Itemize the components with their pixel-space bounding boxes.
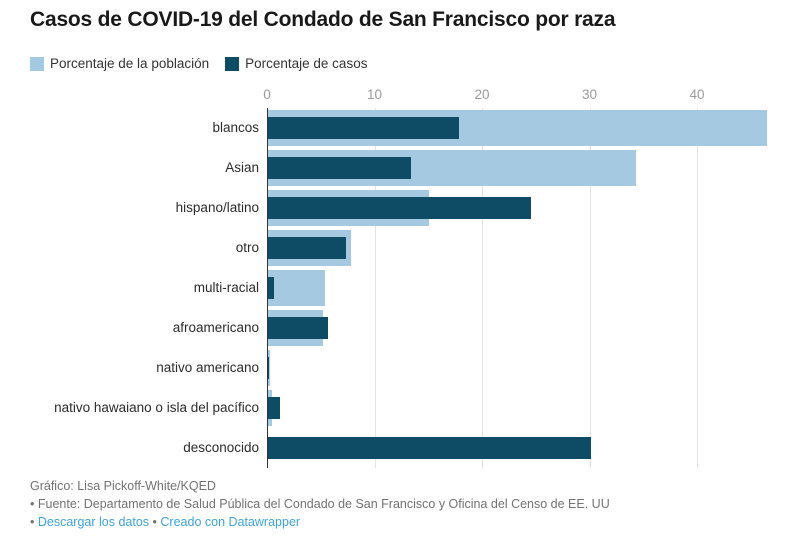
cases-bar[interactable] xyxy=(268,317,329,339)
x-axis-tick-labels: 0 10 20 30 40 xyxy=(263,87,797,103)
bar-row: Asian xyxy=(0,148,802,188)
cases-bar[interactable] xyxy=(268,357,270,379)
footer: Gráfico: Lisa Pickoff-White/KQED • Fuent… xyxy=(30,477,610,531)
bar-row: nativo americano xyxy=(0,348,802,388)
footer-links: • Descargar los datos • Creado con Dataw… xyxy=(30,513,610,531)
gridline xyxy=(374,108,376,468)
cases-bar[interactable] xyxy=(268,277,275,299)
download-data-link[interactable]: Descargar los datos xyxy=(37,515,150,529)
legend-label-cases: Porcentaje de casos xyxy=(245,56,368,71)
cases-bar[interactable] xyxy=(268,237,347,259)
source-text: Fuente: Departamento de Salud Pública de… xyxy=(37,497,610,511)
cases-bar[interactable] xyxy=(268,117,460,139)
category-label: otro xyxy=(235,240,259,255)
cases-bar[interactable] xyxy=(268,157,411,179)
x-tick-label: 20 xyxy=(474,87,490,102)
chart-credit: Gráfico: Lisa Pickoff-White/KQED xyxy=(30,479,216,493)
category-label: afroamericano xyxy=(172,320,259,335)
legend-item-cases: Porcentaje de casos xyxy=(225,56,367,71)
bar-row: otro xyxy=(0,228,802,268)
chart-title: Casos de COVID-19 del Condado de San Fra… xyxy=(30,8,616,31)
legend: Porcentaje de la población Porcentaje de… xyxy=(30,56,367,71)
y-axis-line xyxy=(267,108,268,468)
x-tick-label: 10 xyxy=(366,87,383,102)
x-tick-label: 0 xyxy=(263,87,271,102)
cases-swatch xyxy=(225,56,240,71)
source-bullet: • xyxy=(30,497,35,511)
gridline xyxy=(589,108,591,468)
bar-row: blancos xyxy=(0,108,802,148)
category-label: blancos xyxy=(212,120,259,135)
category-label: desconocido xyxy=(183,440,259,455)
chart-source: • Fuente: Departamento de Salud Pública … xyxy=(30,495,610,513)
plot-area xyxy=(267,108,797,468)
category-label: nativo hawaiano o isla del pacífico xyxy=(54,400,259,415)
cases-bar[interactable] xyxy=(268,397,280,419)
created-with-datawrapper-link[interactable]: Creado con Datawrapper xyxy=(160,515,301,529)
category-label: nativo americano xyxy=(156,360,259,375)
bar-rows: blancos Asian hispano/latino otro multi-raci… xyxy=(0,108,802,468)
bar-row: nativo hawaiano o isla del pacífico xyxy=(0,388,802,428)
x-tick-label: 30 xyxy=(581,87,598,102)
population-bar[interactable] xyxy=(268,350,271,386)
population-swatch xyxy=(30,56,44,71)
bar-row: hispano/latino xyxy=(0,188,802,228)
bar-row: afroamericano xyxy=(0,308,802,348)
gridline xyxy=(482,108,483,468)
legend-item-population: Porcentaje de la población xyxy=(30,56,209,71)
cases-bar[interactable] xyxy=(268,197,532,219)
link-bullet-2: • xyxy=(152,515,157,529)
legend-label-population: Porcentaje de la población xyxy=(50,56,210,71)
link-bullet-1: • xyxy=(30,515,35,529)
cases-bar[interactable] xyxy=(268,437,591,459)
x-tick-label: 40 xyxy=(689,87,705,102)
bar-row: multi-racial xyxy=(0,268,802,308)
population-bar[interactable] xyxy=(268,270,325,306)
category-label: Asian xyxy=(225,160,259,175)
category-label: hispano/latino xyxy=(175,200,259,215)
bar-row: desconocido xyxy=(0,428,802,468)
category-label: multi-racial xyxy=(193,280,259,295)
gridline xyxy=(697,108,698,468)
